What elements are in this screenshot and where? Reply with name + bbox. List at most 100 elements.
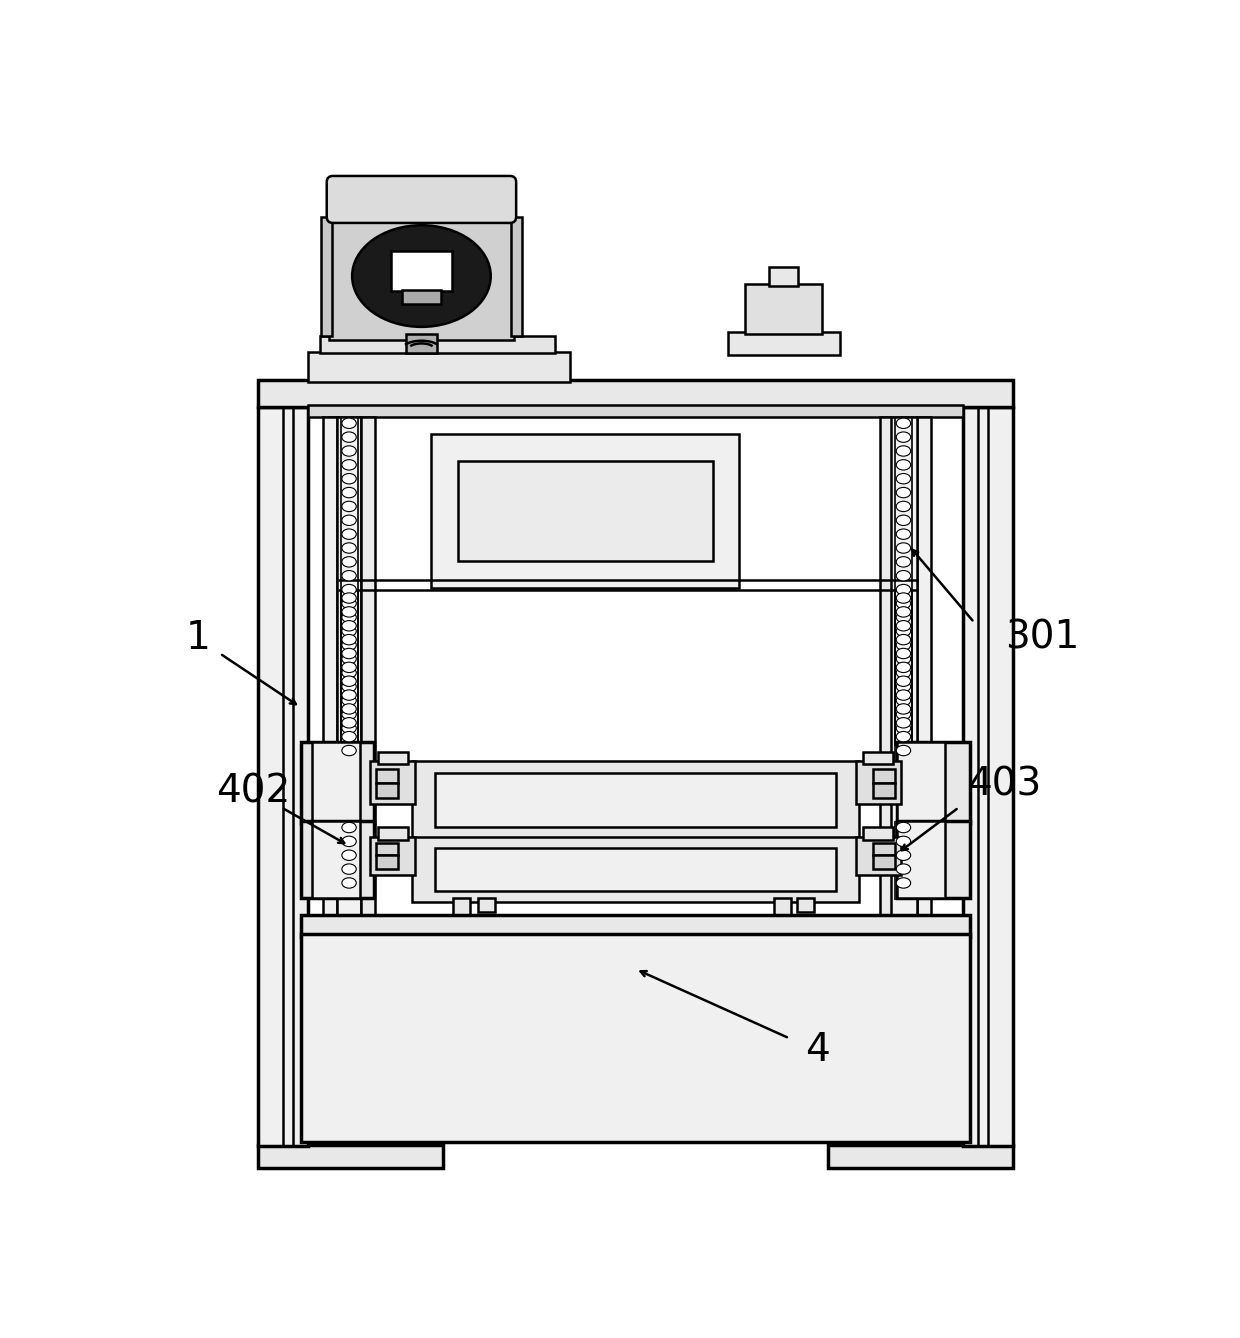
Bar xyxy=(412,836,859,902)
Bar xyxy=(300,915,971,937)
Bar xyxy=(857,761,901,804)
Bar xyxy=(898,822,971,898)
Bar xyxy=(873,855,895,868)
Bar xyxy=(258,407,309,1147)
Bar xyxy=(435,773,836,827)
Ellipse shape xyxy=(897,515,910,526)
Ellipse shape xyxy=(897,676,910,686)
Bar xyxy=(828,1144,1013,1168)
Ellipse shape xyxy=(897,654,910,664)
Bar xyxy=(797,898,815,913)
Ellipse shape xyxy=(897,850,910,860)
Ellipse shape xyxy=(342,745,356,756)
Ellipse shape xyxy=(342,474,356,484)
Bar xyxy=(477,898,495,913)
Ellipse shape xyxy=(897,878,910,888)
Bar xyxy=(873,769,895,783)
Ellipse shape xyxy=(342,696,356,705)
Text: 1: 1 xyxy=(186,619,211,657)
Ellipse shape xyxy=(342,850,356,860)
Ellipse shape xyxy=(342,606,356,617)
Ellipse shape xyxy=(897,543,910,553)
Ellipse shape xyxy=(897,487,910,498)
Ellipse shape xyxy=(897,717,910,728)
Ellipse shape xyxy=(342,649,356,658)
Bar xyxy=(453,898,470,917)
Bar xyxy=(918,417,931,933)
Bar xyxy=(391,252,453,292)
Ellipse shape xyxy=(897,502,910,511)
Ellipse shape xyxy=(342,823,356,832)
Ellipse shape xyxy=(897,649,910,658)
Ellipse shape xyxy=(897,732,910,741)
Bar xyxy=(312,741,360,823)
Ellipse shape xyxy=(342,640,356,650)
Bar xyxy=(321,217,332,336)
Ellipse shape xyxy=(897,474,910,484)
Ellipse shape xyxy=(342,570,356,581)
Ellipse shape xyxy=(897,611,910,622)
Bar xyxy=(322,417,337,933)
Ellipse shape xyxy=(342,690,356,700)
Ellipse shape xyxy=(897,446,910,456)
Ellipse shape xyxy=(897,696,910,705)
Bar xyxy=(402,290,440,304)
Bar xyxy=(376,855,398,868)
Bar xyxy=(435,848,836,891)
Ellipse shape xyxy=(897,690,910,700)
Ellipse shape xyxy=(897,634,910,645)
Bar xyxy=(309,352,570,383)
Ellipse shape xyxy=(342,432,356,443)
Ellipse shape xyxy=(342,654,356,664)
Bar xyxy=(300,822,373,898)
Bar xyxy=(769,266,799,286)
Bar xyxy=(863,827,894,840)
Ellipse shape xyxy=(342,704,356,714)
Text: 4: 4 xyxy=(805,1030,830,1069)
Bar xyxy=(258,1144,443,1168)
Ellipse shape xyxy=(342,598,356,609)
Ellipse shape xyxy=(342,585,356,595)
Ellipse shape xyxy=(342,717,356,728)
Ellipse shape xyxy=(342,529,356,539)
Ellipse shape xyxy=(342,557,356,567)
Ellipse shape xyxy=(342,723,356,733)
Ellipse shape xyxy=(897,704,910,714)
Ellipse shape xyxy=(897,681,910,692)
Bar xyxy=(405,333,436,353)
Bar xyxy=(376,783,398,799)
Ellipse shape xyxy=(342,460,356,470)
Text: 301: 301 xyxy=(1006,619,1080,657)
Ellipse shape xyxy=(897,585,910,595)
Ellipse shape xyxy=(342,878,356,888)
Ellipse shape xyxy=(897,593,910,603)
Ellipse shape xyxy=(342,676,356,686)
Ellipse shape xyxy=(897,745,910,756)
Bar xyxy=(728,332,839,355)
Bar xyxy=(361,417,376,933)
Bar xyxy=(376,769,398,783)
Bar xyxy=(857,836,901,875)
Ellipse shape xyxy=(342,611,356,622)
Ellipse shape xyxy=(897,823,910,832)
Ellipse shape xyxy=(342,662,356,673)
Ellipse shape xyxy=(897,662,910,673)
Ellipse shape xyxy=(897,570,910,581)
Bar xyxy=(300,741,373,823)
Ellipse shape xyxy=(342,626,356,637)
Ellipse shape xyxy=(897,460,910,470)
Ellipse shape xyxy=(342,593,356,603)
Bar xyxy=(774,898,791,917)
Bar xyxy=(377,752,408,764)
Ellipse shape xyxy=(342,417,356,428)
Bar xyxy=(511,217,522,336)
Ellipse shape xyxy=(897,557,910,567)
Bar xyxy=(377,827,408,840)
Ellipse shape xyxy=(342,836,356,847)
Ellipse shape xyxy=(342,864,356,874)
Bar xyxy=(898,741,945,823)
Ellipse shape xyxy=(897,529,910,539)
Bar xyxy=(880,417,892,933)
Bar xyxy=(432,434,739,587)
Ellipse shape xyxy=(342,709,356,720)
